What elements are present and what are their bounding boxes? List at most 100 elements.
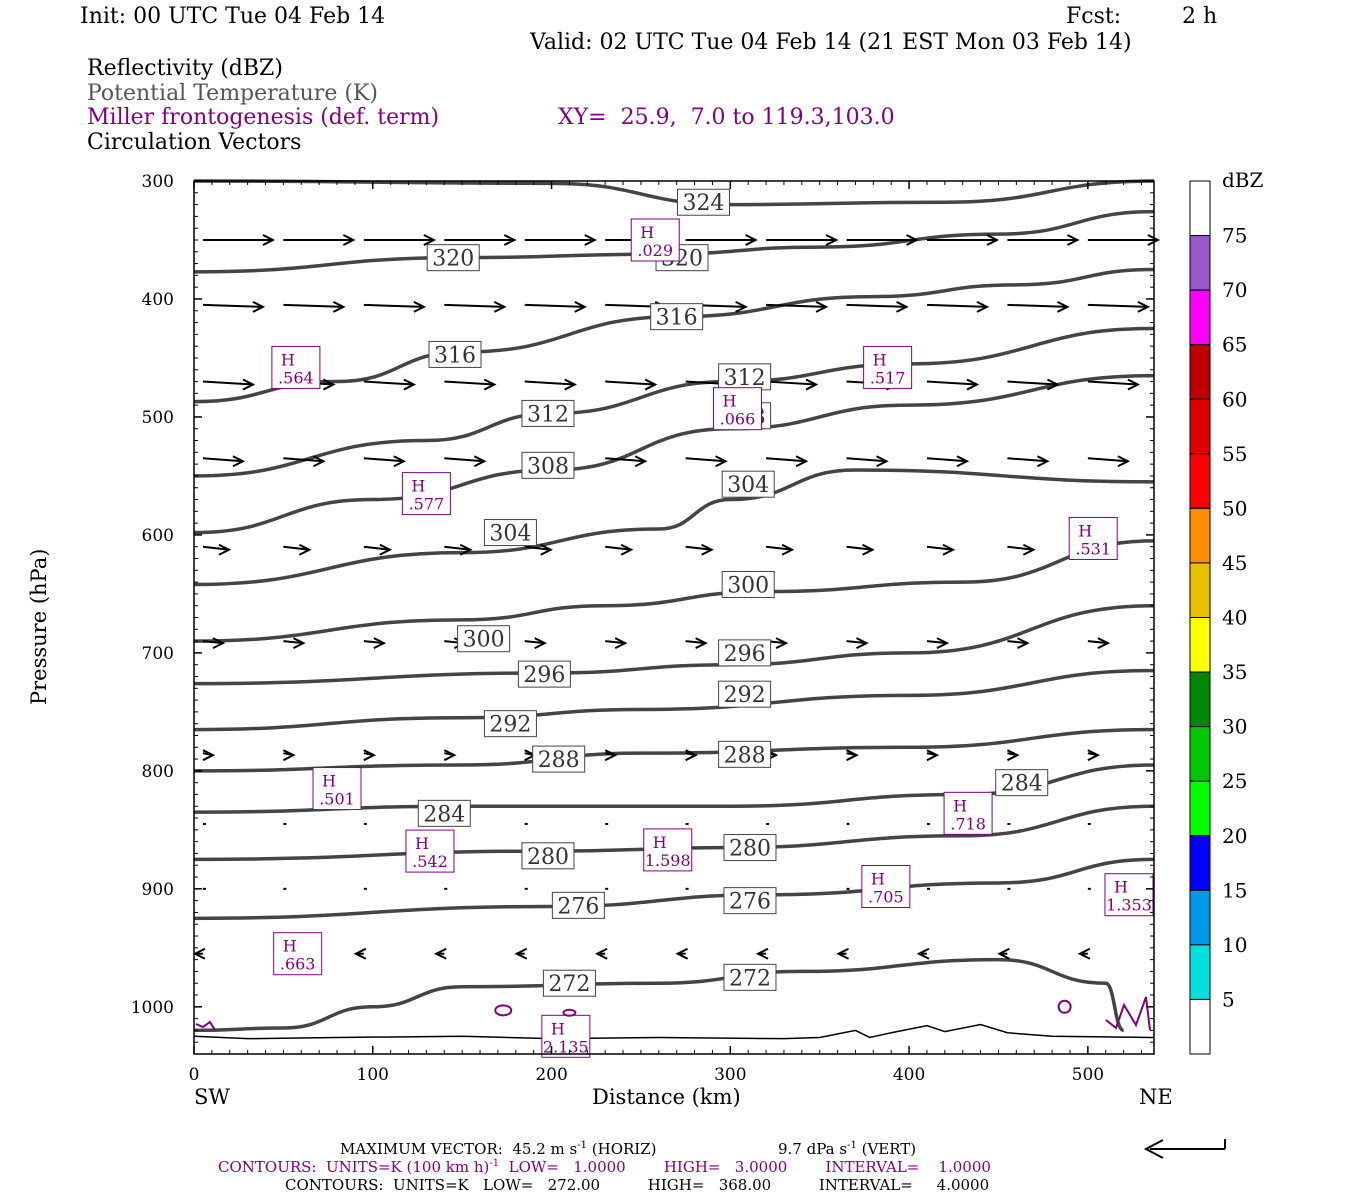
vector-head bbox=[675, 947, 689, 960]
colorbar-tick-label: 5 bbox=[1222, 987, 1235, 1011]
vector-head bbox=[1056, 300, 1070, 313]
x-tick-label: 400 bbox=[893, 1065, 925, 1085]
circulation-vector bbox=[202, 303, 263, 308]
vector-head bbox=[493, 300, 507, 313]
vector-head bbox=[916, 947, 930, 960]
theta-label: 296 bbox=[523, 663, 565, 688]
cross-section-endpoints: XY= 25.9, 7.0 to 119.3,103.0 bbox=[558, 105, 895, 130]
circulation-vector bbox=[926, 457, 968, 463]
colorbar-bin bbox=[1189, 507, 1211, 564]
theta-contour-272 bbox=[193, 957, 1125, 1033]
y-tick-label: 600 bbox=[142, 526, 174, 546]
theta-label-box bbox=[483, 710, 537, 738]
theta-label-box bbox=[517, 660, 571, 688]
high-value: .531 bbox=[1075, 539, 1111, 558]
legend-miller-frontogenesis: Miller frontogenesis (def. term) bbox=[87, 105, 440, 130]
theta-label: 272 bbox=[729, 966, 771, 991]
vector-head bbox=[775, 637, 789, 649]
vector-head bbox=[322, 378, 336, 391]
theta-label-box bbox=[718, 740, 772, 768]
colorbar-bin bbox=[1189, 398, 1211, 455]
circulation-vector bbox=[363, 545, 390, 551]
forecast-hours: 2 h bbox=[1182, 4, 1218, 29]
theta-label: 272 bbox=[548, 972, 590, 997]
colorbar-tick-label: 50 bbox=[1222, 496, 1247, 520]
y-tick-label: 1000 bbox=[131, 998, 174, 1018]
high-letter: H bbox=[873, 350, 887, 369]
theta-label-box bbox=[723, 963, 777, 991]
vector-head bbox=[936, 637, 950, 649]
vector-head bbox=[986, 234, 1000, 246]
x-tick-label: 300 bbox=[714, 1065, 746, 1085]
vector-head bbox=[926, 749, 940, 762]
colorbar-bin bbox=[1189, 235, 1211, 291]
theta-label-box bbox=[483, 519, 537, 547]
vector-head bbox=[1022, 543, 1036, 556]
vector-head bbox=[483, 378, 497, 391]
theta-contour-320 bbox=[193, 209, 1155, 274]
circulation-vector bbox=[685, 640, 706, 645]
vector-head bbox=[815, 300, 829, 313]
circulation-vector bbox=[524, 380, 575, 386]
frontogenesis-contour-info: CONTOURS: UNITS=K (100 km h)-1 LOW= 1.00… bbox=[218, 1158, 991, 1176]
high-value: 1.598 bbox=[645, 851, 691, 870]
circulation-vector bbox=[926, 380, 978, 386]
colorbar-bin bbox=[1189, 562, 1211, 618]
circulation-vector bbox=[363, 457, 404, 463]
theta-label: 316 bbox=[434, 343, 476, 368]
vector-head bbox=[443, 749, 457, 762]
sw-label: SW bbox=[194, 1085, 230, 1109]
colorbar-bin bbox=[1189, 180, 1211, 237]
colorbar-bin bbox=[1189, 453, 1211, 509]
frontogenesis-closed-contour bbox=[1057, 999, 1072, 1014]
high-value: .705 bbox=[868, 887, 904, 906]
x-tick-label: 200 bbox=[535, 1065, 567, 1085]
theta-label-box bbox=[721, 570, 775, 598]
vector-head bbox=[634, 455, 648, 468]
colorbar-tick-label: 35 bbox=[1222, 660, 1247, 684]
vector-head bbox=[218, 543, 232, 556]
vector-head bbox=[298, 543, 312, 556]
theta-label: 300 bbox=[463, 628, 505, 653]
vector-head bbox=[1016, 637, 1030, 649]
frontogenesis-highs: H.029H.564H.066H.517H.577H.531H.501H.542… bbox=[195, 218, 1154, 1058]
circulation-vector bbox=[1007, 380, 1058, 386]
theta-label-box bbox=[417, 799, 471, 827]
high-box bbox=[273, 932, 323, 976]
colorbar-tick-label: 55 bbox=[1222, 442, 1247, 466]
high-value: .029 bbox=[637, 241, 673, 260]
circulation-vector bbox=[1087, 303, 1148, 308]
theta-label-box bbox=[995, 769, 1049, 797]
theta-label: 280 bbox=[729, 837, 771, 862]
vector-head bbox=[685, 749, 698, 762]
theta-label-box bbox=[721, 470, 775, 498]
high-letter: H bbox=[281, 350, 295, 369]
high-box bbox=[312, 767, 362, 811]
vector-head bbox=[745, 234, 758, 246]
vector-head bbox=[459, 543, 473, 556]
theta-label-box bbox=[521, 842, 575, 870]
vector-head bbox=[1097, 637, 1111, 649]
high-value: .577 bbox=[409, 495, 445, 514]
colorbar-tick-label: 75 bbox=[1222, 224, 1247, 248]
circulation-vector bbox=[766, 303, 827, 308]
ne-label: NE bbox=[1139, 1085, 1173, 1109]
vector-head bbox=[620, 543, 634, 556]
vector-head bbox=[363, 749, 377, 762]
circulation-vector bbox=[1087, 457, 1128, 463]
x-tick-label: 100 bbox=[357, 1065, 389, 1085]
vector-head bbox=[1117, 455, 1131, 468]
vector-head bbox=[252, 300, 266, 313]
circulation-vector bbox=[363, 640, 384, 645]
colorbar-tick-label: 45 bbox=[1222, 551, 1247, 575]
circulation-vector bbox=[283, 640, 304, 645]
vector-head bbox=[393, 455, 407, 468]
vector-head bbox=[232, 455, 246, 468]
theta-label: 324 bbox=[682, 191, 724, 216]
theta-label-box bbox=[532, 745, 586, 773]
circulation-vector bbox=[444, 545, 471, 551]
high-box bbox=[405, 829, 455, 873]
high-box bbox=[863, 345, 913, 389]
vector-head bbox=[262, 234, 276, 246]
theta-label-box bbox=[718, 680, 772, 708]
